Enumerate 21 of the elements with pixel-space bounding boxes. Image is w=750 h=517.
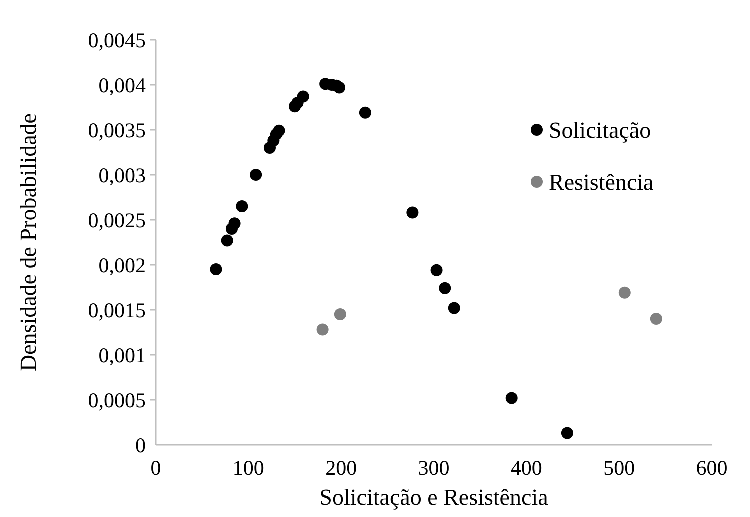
x-tick-label: 300 bbox=[418, 456, 450, 480]
x-tick-label: 400 bbox=[510, 456, 542, 480]
x-axis-title: Solicitação e Resistência bbox=[320, 485, 548, 510]
y-tick-label: 0 bbox=[136, 433, 146, 458]
y-axis-title: Densidade de Probabilidade bbox=[16, 113, 41, 372]
y-tick-label: 0,003 bbox=[98, 163, 146, 188]
x-tick-label: 500 bbox=[604, 456, 636, 480]
x-tick-label: 0 bbox=[150, 456, 162, 480]
y-tick-label: 0,0045 bbox=[88, 28, 146, 52]
y-tick-label: 0,0025 bbox=[88, 208, 146, 232]
y-tick-label: 0,001 bbox=[98, 343, 146, 368]
legend-label: Solicitação bbox=[549, 118, 652, 144]
y-tick-label: 0,004 bbox=[98, 73, 146, 98]
y-tick-label: 0,0015 bbox=[88, 298, 146, 322]
y-tick-label: 0,0005 bbox=[88, 388, 146, 412]
y-tick-label: 0,0035 bbox=[88, 118, 146, 142]
y-tick-label: 0,002 bbox=[98, 253, 146, 278]
x-tick-label: 600 bbox=[696, 456, 728, 480]
x-tick-label: 200 bbox=[326, 456, 358, 480]
x-tick-label: 100 bbox=[232, 456, 264, 480]
legend-label: Resistência bbox=[549, 170, 654, 196]
